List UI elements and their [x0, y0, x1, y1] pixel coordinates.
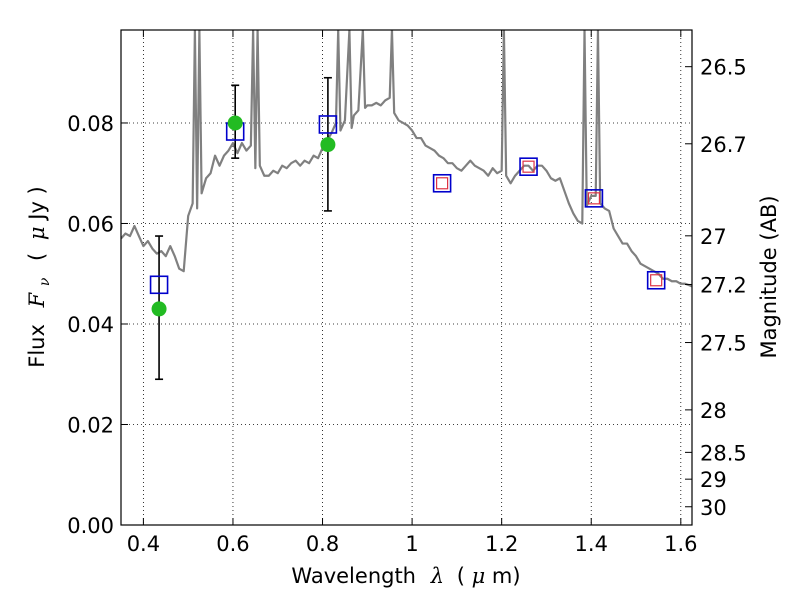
y2-tick-label: 27.5	[700, 332, 747, 356]
marker-layer	[149, 76, 666, 381]
model-band-square	[318, 115, 338, 134]
inner-square	[436, 177, 449, 190]
y2-tick-label: 26.5	[700, 56, 747, 80]
y-axis-label-symbol: F	[25, 291, 49, 308]
y2-tick-label: 27.2	[700, 273, 747, 297]
x-tick-label: 0.4	[127, 532, 160, 556]
observed-point	[320, 137, 336, 153]
y-tick-label: 0.00	[67, 514, 114, 538]
inner-square	[587, 192, 601, 205]
plot-frame	[120, 29, 693, 526]
y-tick-label: 0.04	[67, 313, 114, 337]
observed-point	[151, 301, 167, 317]
x-tick-label: 1.6	[664, 532, 697, 556]
y2-tick-label: 29	[700, 468, 727, 492]
y-tick-label: 0.06	[67, 212, 114, 236]
y2-axis-label: Magnitude (AB)	[757, 195, 781, 358]
y-tick-label: 0.08	[67, 112, 114, 136]
x-axis-label: Wavelength λ ( μ m)	[291, 564, 520, 588]
inner-square	[650, 274, 663, 287]
y2-tick-label: 28	[700, 399, 727, 423]
inner-square	[522, 160, 535, 173]
series-layer	[121, 30, 692, 288]
x-tick-label: 1	[405, 532, 418, 556]
observed-point	[227, 115, 243, 131]
x-tick-label: 1.2	[485, 532, 518, 556]
grid	[121, 30, 692, 525]
model-band-square	[519, 157, 538, 176]
ticks: 0.4 0.6 0.8 1 1.2 1.4 1.6 0.00 0.02 0.04 0.06 0.08 2…	[67, 30, 747, 556]
y-axis-label-unit-open: (	[25, 253, 49, 261]
model-spectrum-line	[121, 30, 692, 288]
model-band-square	[432, 173, 452, 193]
model-band-square	[646, 270, 666, 290]
y2-tick-label: 28.5	[700, 441, 747, 465]
x-tick-label: 1.4	[575, 532, 608, 556]
x-axis-label-text: Wavelength	[291, 564, 416, 588]
x-axis-label-unit-open: (	[457, 564, 465, 588]
x-axis-label-unit-mu: μ	[472, 564, 486, 588]
x-axis-label-symbol: λ	[430, 564, 444, 588]
y-axis-label-text: Flux	[25, 324, 49, 368]
model-band-square	[584, 189, 604, 208]
model-band-square	[149, 275, 169, 295]
y2-tick-label: 30	[700, 496, 727, 520]
y-tick-label: 0.02	[67, 413, 114, 437]
y-axis-label: Flux F ν ( μ Jy )	[25, 186, 54, 368]
y2-tick-label: 27	[700, 225, 727, 249]
x-tick-label: 0.6	[216, 532, 249, 556]
y2-tick-label: 26.7	[700, 133, 747, 157]
y-axis-label-sub: ν	[37, 277, 53, 286]
x-tick-label: 0.8	[306, 532, 339, 556]
x-axis-label-unit-close: m)	[492, 564, 521, 588]
y-axis-label-unit-close: Jy )	[25, 186, 49, 222]
y-axis-label-unit-mu: μ	[25, 226, 49, 240]
